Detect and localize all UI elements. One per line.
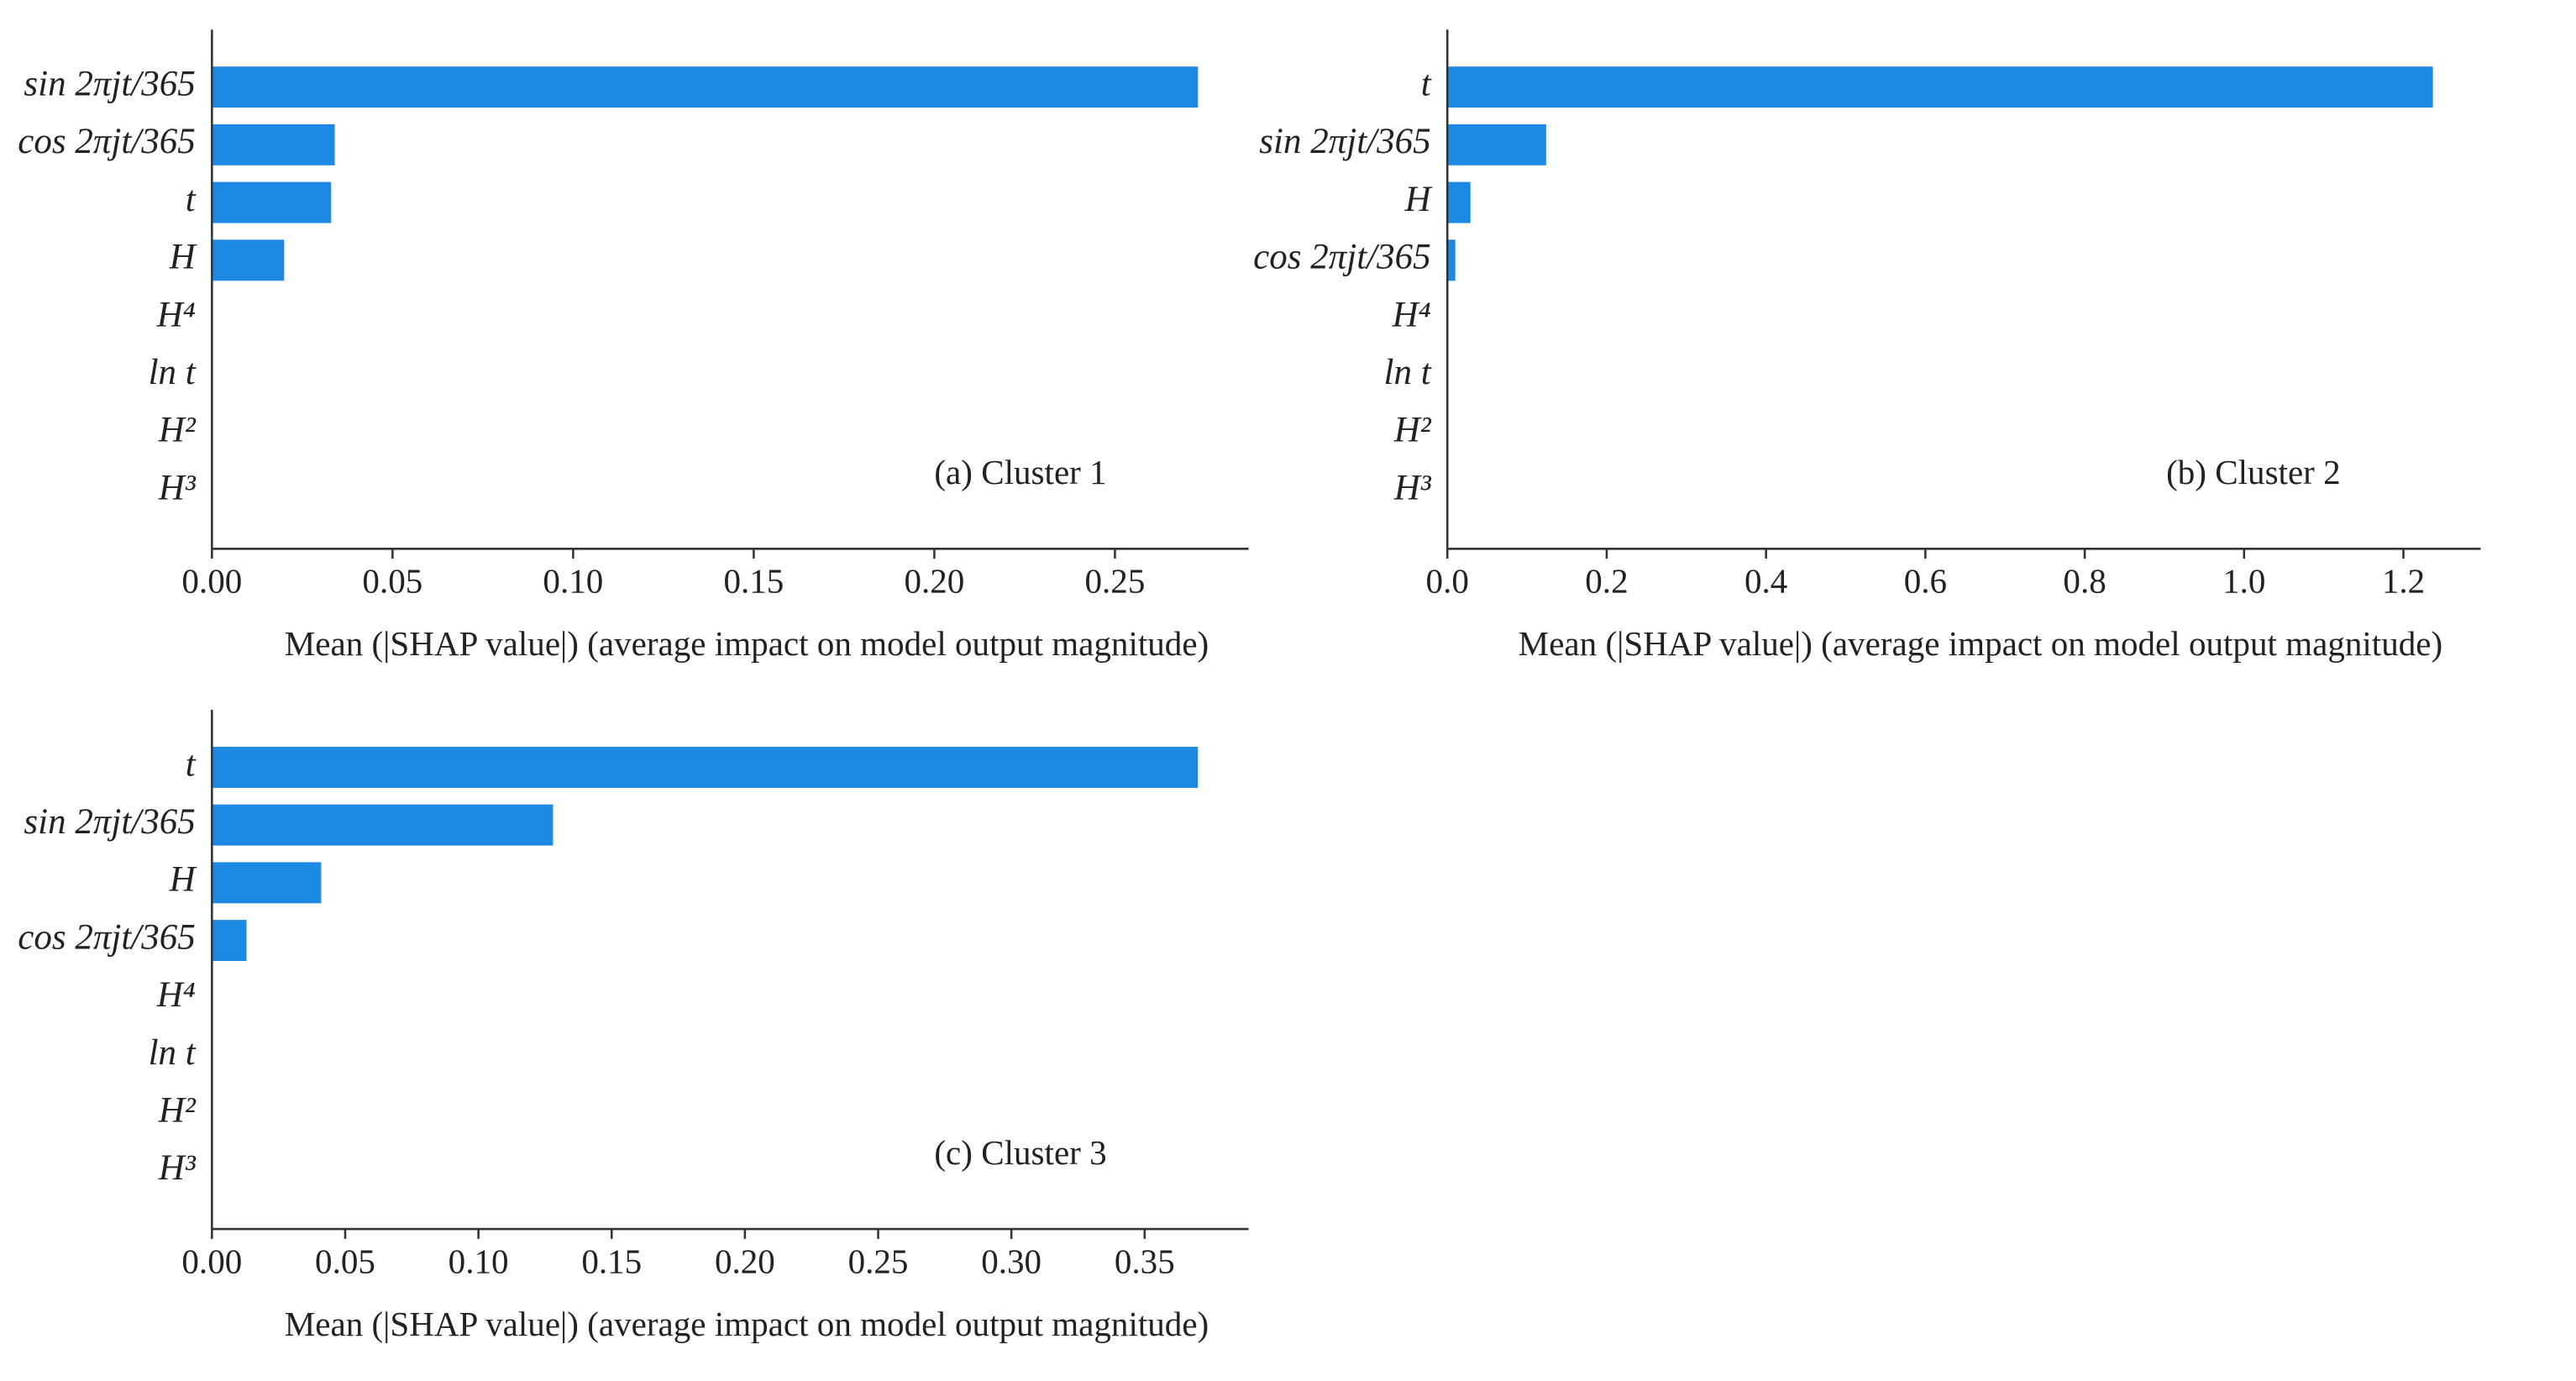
annotation: (b) Cluster 2 bbox=[2166, 453, 2341, 491]
annotation: (a) Cluster 1 bbox=[934, 453, 1106, 491]
y-tick-label: cos 2πjt/365 bbox=[18, 122, 196, 161]
y-tick-label: ln t bbox=[149, 1033, 197, 1073]
y-tick-label: H³ bbox=[158, 468, 197, 507]
x-tick-label: 0.6 bbox=[1904, 562, 1947, 601]
y-tick-label: H³ bbox=[158, 1148, 197, 1188]
bar bbox=[212, 920, 247, 962]
x-tick-label: 1.0 bbox=[2222, 562, 2265, 601]
x-tick-label: 0.25 bbox=[848, 1242, 909, 1281]
x-tick-label: 0.30 bbox=[981, 1242, 1041, 1281]
y-tick-label: ln t bbox=[149, 353, 197, 392]
x-tick-label: 0.35 bbox=[1115, 1242, 1175, 1281]
x-tick-label: 0.10 bbox=[543, 562, 603, 601]
bar bbox=[212, 804, 553, 846]
y-tick-label: H⁴ bbox=[156, 975, 196, 1015]
x-tick-label: 0.15 bbox=[723, 562, 784, 601]
bar bbox=[1447, 181, 1471, 223]
y-tick-label: sin 2πjt/365 bbox=[24, 802, 195, 842]
y-tick-label: H⁴ bbox=[1392, 295, 1431, 334]
bar bbox=[1447, 66, 2433, 108]
x-tick-label: 0.05 bbox=[362, 562, 422, 601]
bar bbox=[212, 746, 1199, 788]
y-tick-label: sin 2πjt/365 bbox=[1259, 122, 1430, 161]
x-axis-label: Mean (|SHAP value|) (average impact on m… bbox=[285, 1305, 1209, 1343]
y-tick-label: H² bbox=[1393, 411, 1432, 450]
bar bbox=[212, 239, 285, 281]
x-tick-label: 0.05 bbox=[315, 1242, 375, 1281]
x-tick-label: 0.25 bbox=[1085, 562, 1146, 601]
x-tick-label: 0.00 bbox=[181, 1242, 242, 1281]
x-tick-label: 0.15 bbox=[581, 1242, 642, 1281]
y-tick-label: ln t bbox=[1383, 353, 1431, 392]
x-axis-label: Mean (|SHAP value|) (average impact on m… bbox=[285, 624, 1209, 663]
y-tick-label: H² bbox=[158, 1091, 197, 1131]
x-tick-label: 0.0 bbox=[1426, 562, 1469, 601]
x-tick-label: 0.4 bbox=[1744, 562, 1787, 601]
bar bbox=[212, 862, 322, 904]
bar bbox=[212, 66, 1199, 108]
y-tick-label: H³ bbox=[1393, 468, 1432, 507]
bar bbox=[212, 123, 335, 165]
x-tick-label: 1.2 bbox=[2382, 562, 2425, 601]
y-tick-label: H⁴ bbox=[156, 295, 196, 334]
x-tick-label: 0.10 bbox=[449, 1242, 509, 1281]
bar bbox=[1447, 123, 1546, 165]
y-tick-label: H² bbox=[158, 411, 197, 450]
x-tick-label: 0.20 bbox=[904, 562, 964, 601]
x-axis-label: Mean (|SHAP value|) (average impact on m… bbox=[1519, 624, 2443, 663]
y-tick-label: t bbox=[186, 180, 197, 219]
y-tick-label: cos 2πjt/365 bbox=[1253, 238, 1431, 277]
bar bbox=[212, 181, 332, 223]
y-tick-label: t bbox=[1421, 65, 1432, 104]
y-tick-label: cos 2πjt/365 bbox=[18, 917, 196, 957]
y-tick-label: H bbox=[1404, 180, 1433, 219]
x-tick-label: 0.20 bbox=[715, 1242, 775, 1281]
annotation: (c) Cluster 3 bbox=[934, 1133, 1106, 1172]
bar bbox=[1447, 239, 1456, 281]
x-tick-label: 0.8 bbox=[2063, 562, 2106, 601]
y-tick-label: t bbox=[186, 744, 197, 784]
y-tick-label: H bbox=[169, 238, 197, 277]
x-tick-label: 0.2 bbox=[1585, 562, 1628, 601]
y-tick-label: sin 2πjt/365 bbox=[24, 65, 195, 104]
y-tick-label: H bbox=[169, 860, 197, 900]
x-tick-label: 0.00 bbox=[181, 562, 242, 601]
